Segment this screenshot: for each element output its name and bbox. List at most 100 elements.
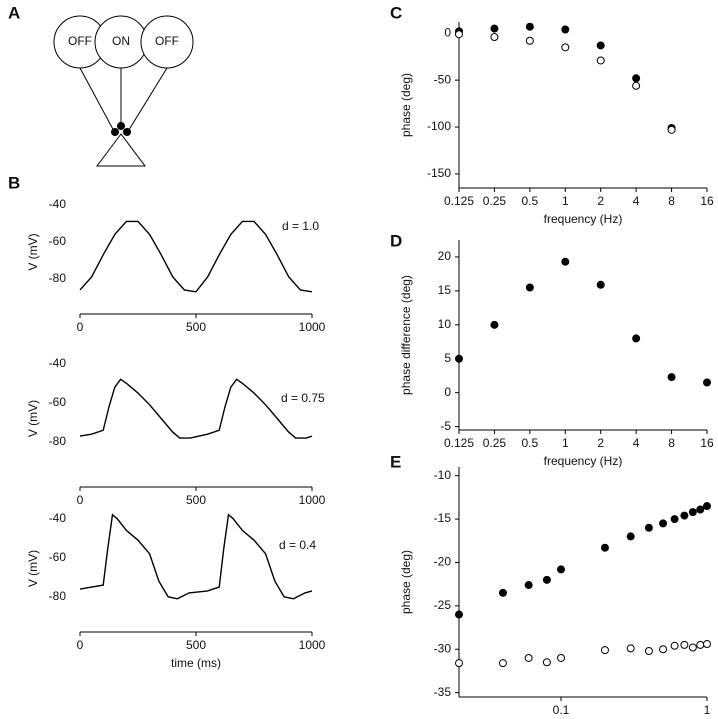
point [680, 640, 689, 649]
point [455, 354, 463, 363]
y-tick-label: 5 [444, 351, 451, 365]
panel-label: B [8, 173, 20, 192]
x-tick-label: 0 [77, 493, 84, 507]
point [703, 640, 711, 649]
diagram: A OFF ON OFF [8, 3, 194, 167]
point [688, 508, 697, 517]
annotation: d = 0.4 [279, 538, 316, 552]
y-tick-label: -30 [434, 641, 452, 655]
point [703, 378, 711, 387]
annotation: d = 1.0 [282, 219, 319, 233]
x-tick-label: 500 [186, 638, 206, 652]
x-tick-label: 8 [668, 194, 675, 208]
y-axis-label: V (mV) [26, 233, 40, 270]
point [600, 646, 609, 655]
x-tick-label: 2 [597, 194, 604, 208]
point [659, 519, 668, 528]
point [542, 575, 551, 584]
y-tick-label: 0 [444, 385, 451, 399]
y-tick-label: -10 [434, 468, 452, 482]
cell-label: OFF [155, 34, 179, 48]
point [455, 610, 463, 619]
panel-label: A [8, 3, 20, 22]
y-tick-label: -80 [49, 589, 67, 603]
y-tick-label: 10 [438, 317, 452, 331]
point [659, 645, 668, 654]
point [596, 41, 605, 50]
point [680, 511, 689, 520]
point [490, 24, 499, 33]
trace [79, 378, 313, 439]
point [670, 641, 679, 650]
point [490, 320, 499, 329]
synapse [123, 128, 131, 136]
point [667, 125, 676, 134]
y-tick-label: -40 [49, 511, 67, 525]
point [600, 543, 609, 552]
trace [79, 220, 313, 293]
point [696, 640, 705, 649]
point [696, 505, 705, 514]
y-tick-label: 15 [438, 283, 452, 297]
y-axis-label: phase (deg) [399, 73, 413, 137]
y-axis-label: V (mV) [26, 400, 40, 437]
x-tick-label: 16 [700, 436, 714, 450]
x-axis-label: frequency (Hz) [544, 212, 623, 226]
x-tick-label: 2 [597, 436, 604, 450]
point [557, 653, 566, 662]
y-axis-label: V (mV) [26, 550, 40, 587]
point [525, 22, 534, 31]
x-tick-label: 0.25 [483, 194, 507, 208]
x-tick-label: 8 [668, 436, 675, 450]
x-tick-label: 0.25 [483, 436, 507, 450]
point [524, 581, 533, 590]
x-tick-label: 4 [633, 194, 640, 208]
x-tick-label: 0.125 [444, 194, 474, 208]
connection [126, 67, 168, 134]
synapse [111, 128, 119, 136]
neuron [96, 133, 146, 167]
point [542, 658, 551, 667]
y-tick-label: -50 [434, 72, 452, 86]
x-tick-label: 1 [562, 194, 569, 208]
x-axis-label: frequency (Hz) [544, 454, 623, 468]
point [667, 373, 676, 382]
x-tick-label: 4 [633, 436, 640, 450]
connection [79, 67, 116, 134]
point [632, 334, 641, 343]
x-tick-label: 0.5 [522, 436, 539, 450]
point [626, 644, 635, 653]
point [525, 283, 534, 292]
x-tick-label: 1 [562, 436, 569, 450]
panel-label: E [390, 452, 401, 471]
y-tick-label: -5 [440, 419, 451, 433]
y-axis-label: phase difference (deg) [399, 275, 413, 395]
x-tick-label: 0 [77, 320, 84, 334]
point [525, 36, 534, 45]
point [644, 647, 653, 655]
point [455, 30, 463, 39]
trace [79, 513, 313, 600]
point [596, 280, 605, 289]
x-tick-label: 500 [186, 320, 206, 334]
y-tick-label: -60 [49, 234, 67, 248]
y-tick-label: -80 [49, 434, 67, 448]
x-tick-label: 0.1 [553, 703, 570, 717]
y-tick-label: -80 [49, 271, 67, 285]
point [557, 565, 566, 574]
point [670, 515, 679, 524]
x-tick-label: 16 [700, 194, 714, 208]
point [632, 81, 641, 90]
point [688, 643, 697, 652]
point [490, 33, 499, 42]
x-tick-label: 0.5 [522, 194, 539, 208]
y-tick-label: -150 [427, 166, 451, 180]
point [498, 659, 507, 668]
point [561, 25, 570, 34]
point [632, 74, 641, 83]
x-tick-label: 0.125 [444, 436, 474, 450]
x-tick-label: 1000 [299, 320, 326, 334]
cell [140, 15, 194, 69]
y-tick-label: -25 [434, 598, 452, 612]
y-tick-label: -40 [49, 197, 67, 211]
